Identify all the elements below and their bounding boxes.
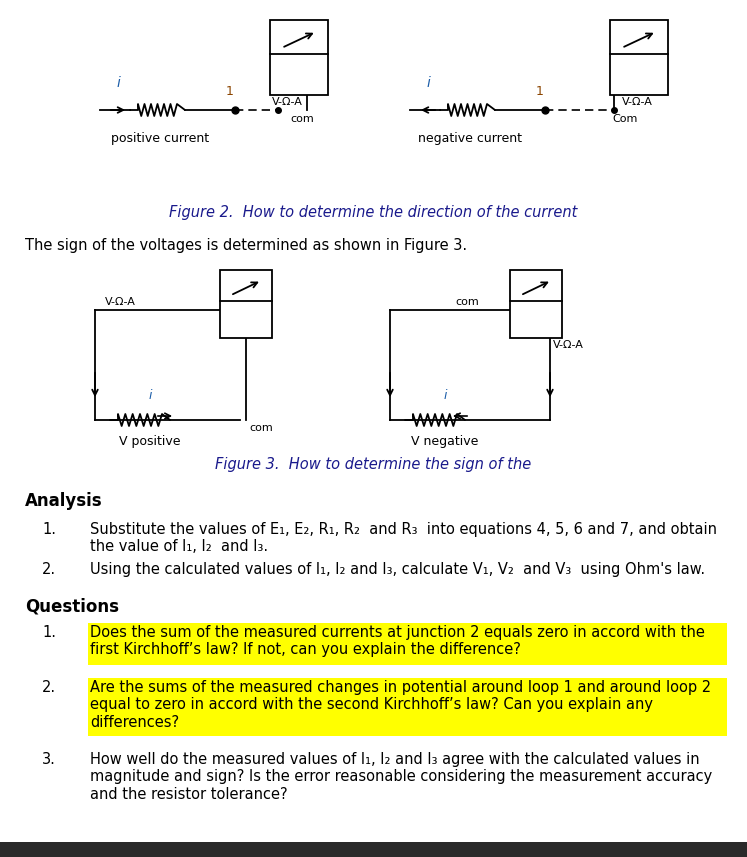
- Text: i: i: [443, 389, 447, 402]
- Text: com: com: [249, 423, 273, 433]
- Text: Substitute the values of E₁, E₂, R₁, R₂  and R₃  into equations 4, 5, 6 and 7, a: Substitute the values of E₁, E₂, R₁, R₂ …: [90, 522, 717, 554]
- Text: 2: 2: [282, 85, 290, 98]
- Text: V-Ω-A: V-Ω-A: [553, 340, 584, 350]
- Text: negative current: negative current: [418, 132, 522, 145]
- Bar: [88, 678, 727, 736]
- Text: 1: 1: [536, 85, 544, 98]
- Text: 2.: 2.: [42, 680, 56, 695]
- Text: Figure 3.  How to determine the sign of the: Figure 3. How to determine the sign of t…: [215, 457, 532, 472]
- Text: Analysis: Analysis: [25, 492, 102, 510]
- Text: Are the sums of the measured changes in potential around loop 1 and around loop : Are the sums of the measured changes in …: [90, 680, 711, 730]
- Text: V negative: V negative: [412, 435, 479, 448]
- Text: i: i: [426, 76, 430, 90]
- Text: Does the sum of the measured currents at junction 2 equals zero in accord with t: Does the sum of the measured currents at…: [90, 625, 705, 657]
- Text: 1.: 1.: [42, 522, 56, 537]
- Text: V-Ω-A: V-Ω-A: [272, 97, 303, 107]
- Text: com: com: [455, 297, 479, 307]
- Bar: [220, 270, 272, 338]
- Text: 2: 2: [620, 85, 628, 98]
- Text: V positive: V positive: [120, 435, 181, 448]
- Bar: [0, 842, 747, 857]
- Text: i: i: [116, 76, 120, 90]
- Text: Questions: Questions: [25, 598, 119, 616]
- Text: 1: 1: [226, 85, 234, 98]
- Bar: [88, 623, 727, 665]
- Bar: [510, 270, 562, 338]
- Text: 1.: 1.: [42, 625, 56, 640]
- Bar: [270, 20, 328, 95]
- Text: com: com: [290, 114, 314, 124]
- Text: positive current: positive current: [111, 132, 209, 145]
- Text: V-Ω-A: V-Ω-A: [105, 297, 136, 307]
- Text: 2.: 2.: [42, 562, 56, 577]
- Text: Com: Com: [612, 114, 637, 124]
- Text: Figure 2.  How to determine the direction of the current: Figure 2. How to determine the direction…: [170, 205, 577, 220]
- Text: How well do the measured values of I₁, I₂ and I₃ agree with the calculated value: How well do the measured values of I₁, I…: [90, 752, 712, 802]
- Text: The sign of the voltages is determined as shown in Figure 3.: The sign of the voltages is determined a…: [25, 238, 467, 253]
- Text: Using the calculated values of I₁, I₂ and I₃, calculate V₁, V₂  and V₃  using Oh: Using the calculated values of I₁, I₂ an…: [90, 562, 705, 577]
- Text: i: i: [148, 389, 152, 402]
- Bar: [610, 20, 668, 95]
- Text: V-Ω-A: V-Ω-A: [622, 97, 653, 107]
- Text: 3.: 3.: [42, 752, 56, 767]
